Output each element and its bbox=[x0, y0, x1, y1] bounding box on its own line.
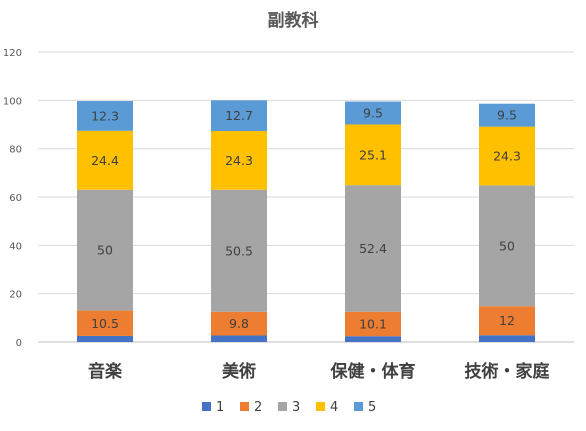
legend-swatch bbox=[316, 402, 325, 411]
bar-segment bbox=[345, 185, 401, 312]
bar-segment bbox=[77, 130, 133, 190]
bar-segment bbox=[479, 335, 535, 342]
bar-segment bbox=[211, 189, 267, 312]
legend-swatch bbox=[202, 402, 211, 411]
y-tick-label: 20 bbox=[9, 290, 22, 301]
data-label: 10.5 bbox=[91, 316, 119, 331]
data-label: 24.3 bbox=[225, 153, 253, 168]
bar-segment bbox=[345, 336, 401, 342]
bar-segment bbox=[479, 185, 535, 307]
bar-segment bbox=[479, 306, 535, 336]
legend-label: 1 bbox=[216, 400, 224, 415]
bar-segment bbox=[345, 101, 401, 125]
bar-segment bbox=[77, 101, 133, 131]
data-label: 9.5 bbox=[497, 108, 517, 123]
data-label: 24.3 bbox=[493, 149, 521, 164]
bar-segment bbox=[211, 311, 267, 336]
y-tick-label: 80 bbox=[9, 145, 22, 156]
data-label: 50 bbox=[499, 238, 515, 253]
legend-label: 4 bbox=[330, 400, 338, 415]
bar-segment bbox=[77, 189, 133, 311]
legend-swatch bbox=[240, 402, 249, 411]
bar-segment bbox=[345, 311, 401, 337]
legend-label: 3 bbox=[292, 400, 300, 415]
y-tick-label: 0 bbox=[16, 338, 22, 349]
y-axis-ticks: 0 20 40 60 80 100 120 bbox=[3, 48, 22, 349]
bar-segment bbox=[479, 103, 535, 127]
bar-segment bbox=[77, 310, 133, 336]
data-label: 50 bbox=[97, 243, 113, 258]
legend-swatch bbox=[278, 402, 287, 411]
data-label: 50.5 bbox=[225, 243, 253, 258]
data-label: 24.4 bbox=[91, 153, 119, 168]
bar-segment bbox=[479, 126, 535, 186]
y-tick-label: 40 bbox=[9, 241, 22, 252]
data-label: 52.4 bbox=[359, 241, 387, 256]
x-tick-label: 音楽 bbox=[88, 361, 123, 382]
data-label: 12 bbox=[499, 313, 515, 328]
data-label: 10.1 bbox=[359, 316, 387, 331]
data-labels: 10.5 50 24.4 12.3 9.8 50.5 24.3 12.7 10.1 52.4 25.… bbox=[91, 106, 521, 332]
bar-segment bbox=[345, 124, 401, 186]
data-label: 9.8 bbox=[229, 316, 249, 331]
data-label: 9.5 bbox=[363, 106, 383, 121]
data-label: 12.3 bbox=[91, 108, 119, 123]
bars bbox=[77, 100, 535, 342]
y-tick-label: 120 bbox=[3, 48, 22, 59]
bar-segment bbox=[211, 131, 267, 190]
y-tick-label: 60 bbox=[9, 193, 22, 204]
x-axis-ticks: 音楽 美術 保健・体育 技術・家庭 bbox=[88, 361, 550, 382]
x-tick-label: 保健・体育 bbox=[330, 361, 416, 382]
bar-segment bbox=[211, 100, 267, 132]
bar-segment bbox=[211, 335, 267, 342]
x-tick-label: 技術・家庭 bbox=[465, 361, 550, 382]
chart-title: 副教科 bbox=[268, 10, 319, 31]
legend-label: 5 bbox=[368, 400, 376, 415]
x-tick-label: 美術 bbox=[222, 361, 256, 382]
legend-label: 2 bbox=[254, 400, 262, 415]
bar-segment bbox=[77, 335, 133, 342]
legend-swatch bbox=[354, 402, 363, 411]
data-label: 12.7 bbox=[225, 108, 253, 123]
data-label: 25.1 bbox=[359, 147, 387, 162]
y-tick-label: 100 bbox=[3, 96, 22, 107]
legend: 1 2 3 4 5 bbox=[202, 400, 376, 415]
